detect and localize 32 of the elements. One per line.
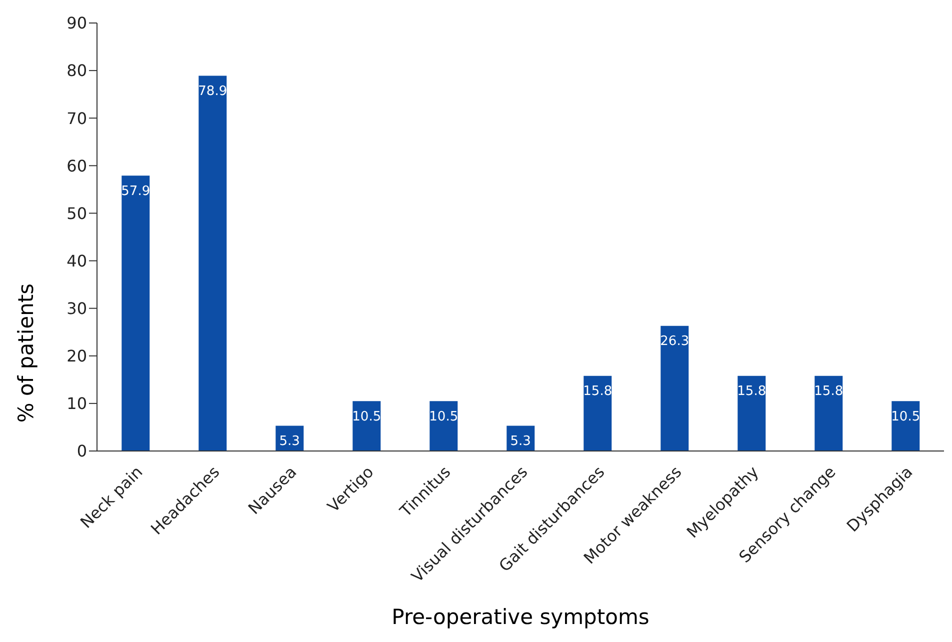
data-label: 10.5	[429, 409, 458, 424]
data-label: 5.3	[279, 434, 300, 450]
data-label: 26.3	[660, 334, 690, 350]
y-tick-label: 60	[66, 156, 87, 176]
data-label: 10.5	[352, 409, 382, 424]
data-label: 78.9	[198, 84, 228, 100]
data-label: 15.8	[737, 384, 766, 400]
bar	[814, 376, 843, 451]
y-tick-label: 70	[66, 108, 87, 128]
y-tick-label: 90	[66, 14, 87, 33]
bar	[738, 376, 766, 451]
y-tick-label: 50	[66, 204, 87, 223]
x-axis-title: Pre-operative symptoms	[392, 605, 650, 629]
bar	[660, 326, 689, 451]
y-tick-label: 20	[66, 346, 87, 366]
bar	[352, 401, 381, 451]
bar	[584, 376, 612, 451]
data-label: 5.3	[510, 434, 531, 450]
bar	[430, 401, 458, 451]
y-axis-title: % of patients	[14, 283, 38, 423]
y-tick-label: 30	[66, 299, 87, 318]
data-label: 15.8	[583, 384, 612, 400]
data-label: 10.5	[891, 409, 920, 424]
bar	[198, 76, 227, 451]
y-tick-label: 40	[66, 251, 87, 270]
bar	[892, 401, 920, 451]
data-label: 15.8	[814, 384, 844, 400]
y-tick-label: 80	[66, 61, 87, 80]
y-tick-label: 10	[66, 394, 87, 414]
data-label: 57.9	[121, 184, 150, 199]
y-tick-label: 0	[76, 442, 87, 461]
bar	[122, 176, 150, 451]
